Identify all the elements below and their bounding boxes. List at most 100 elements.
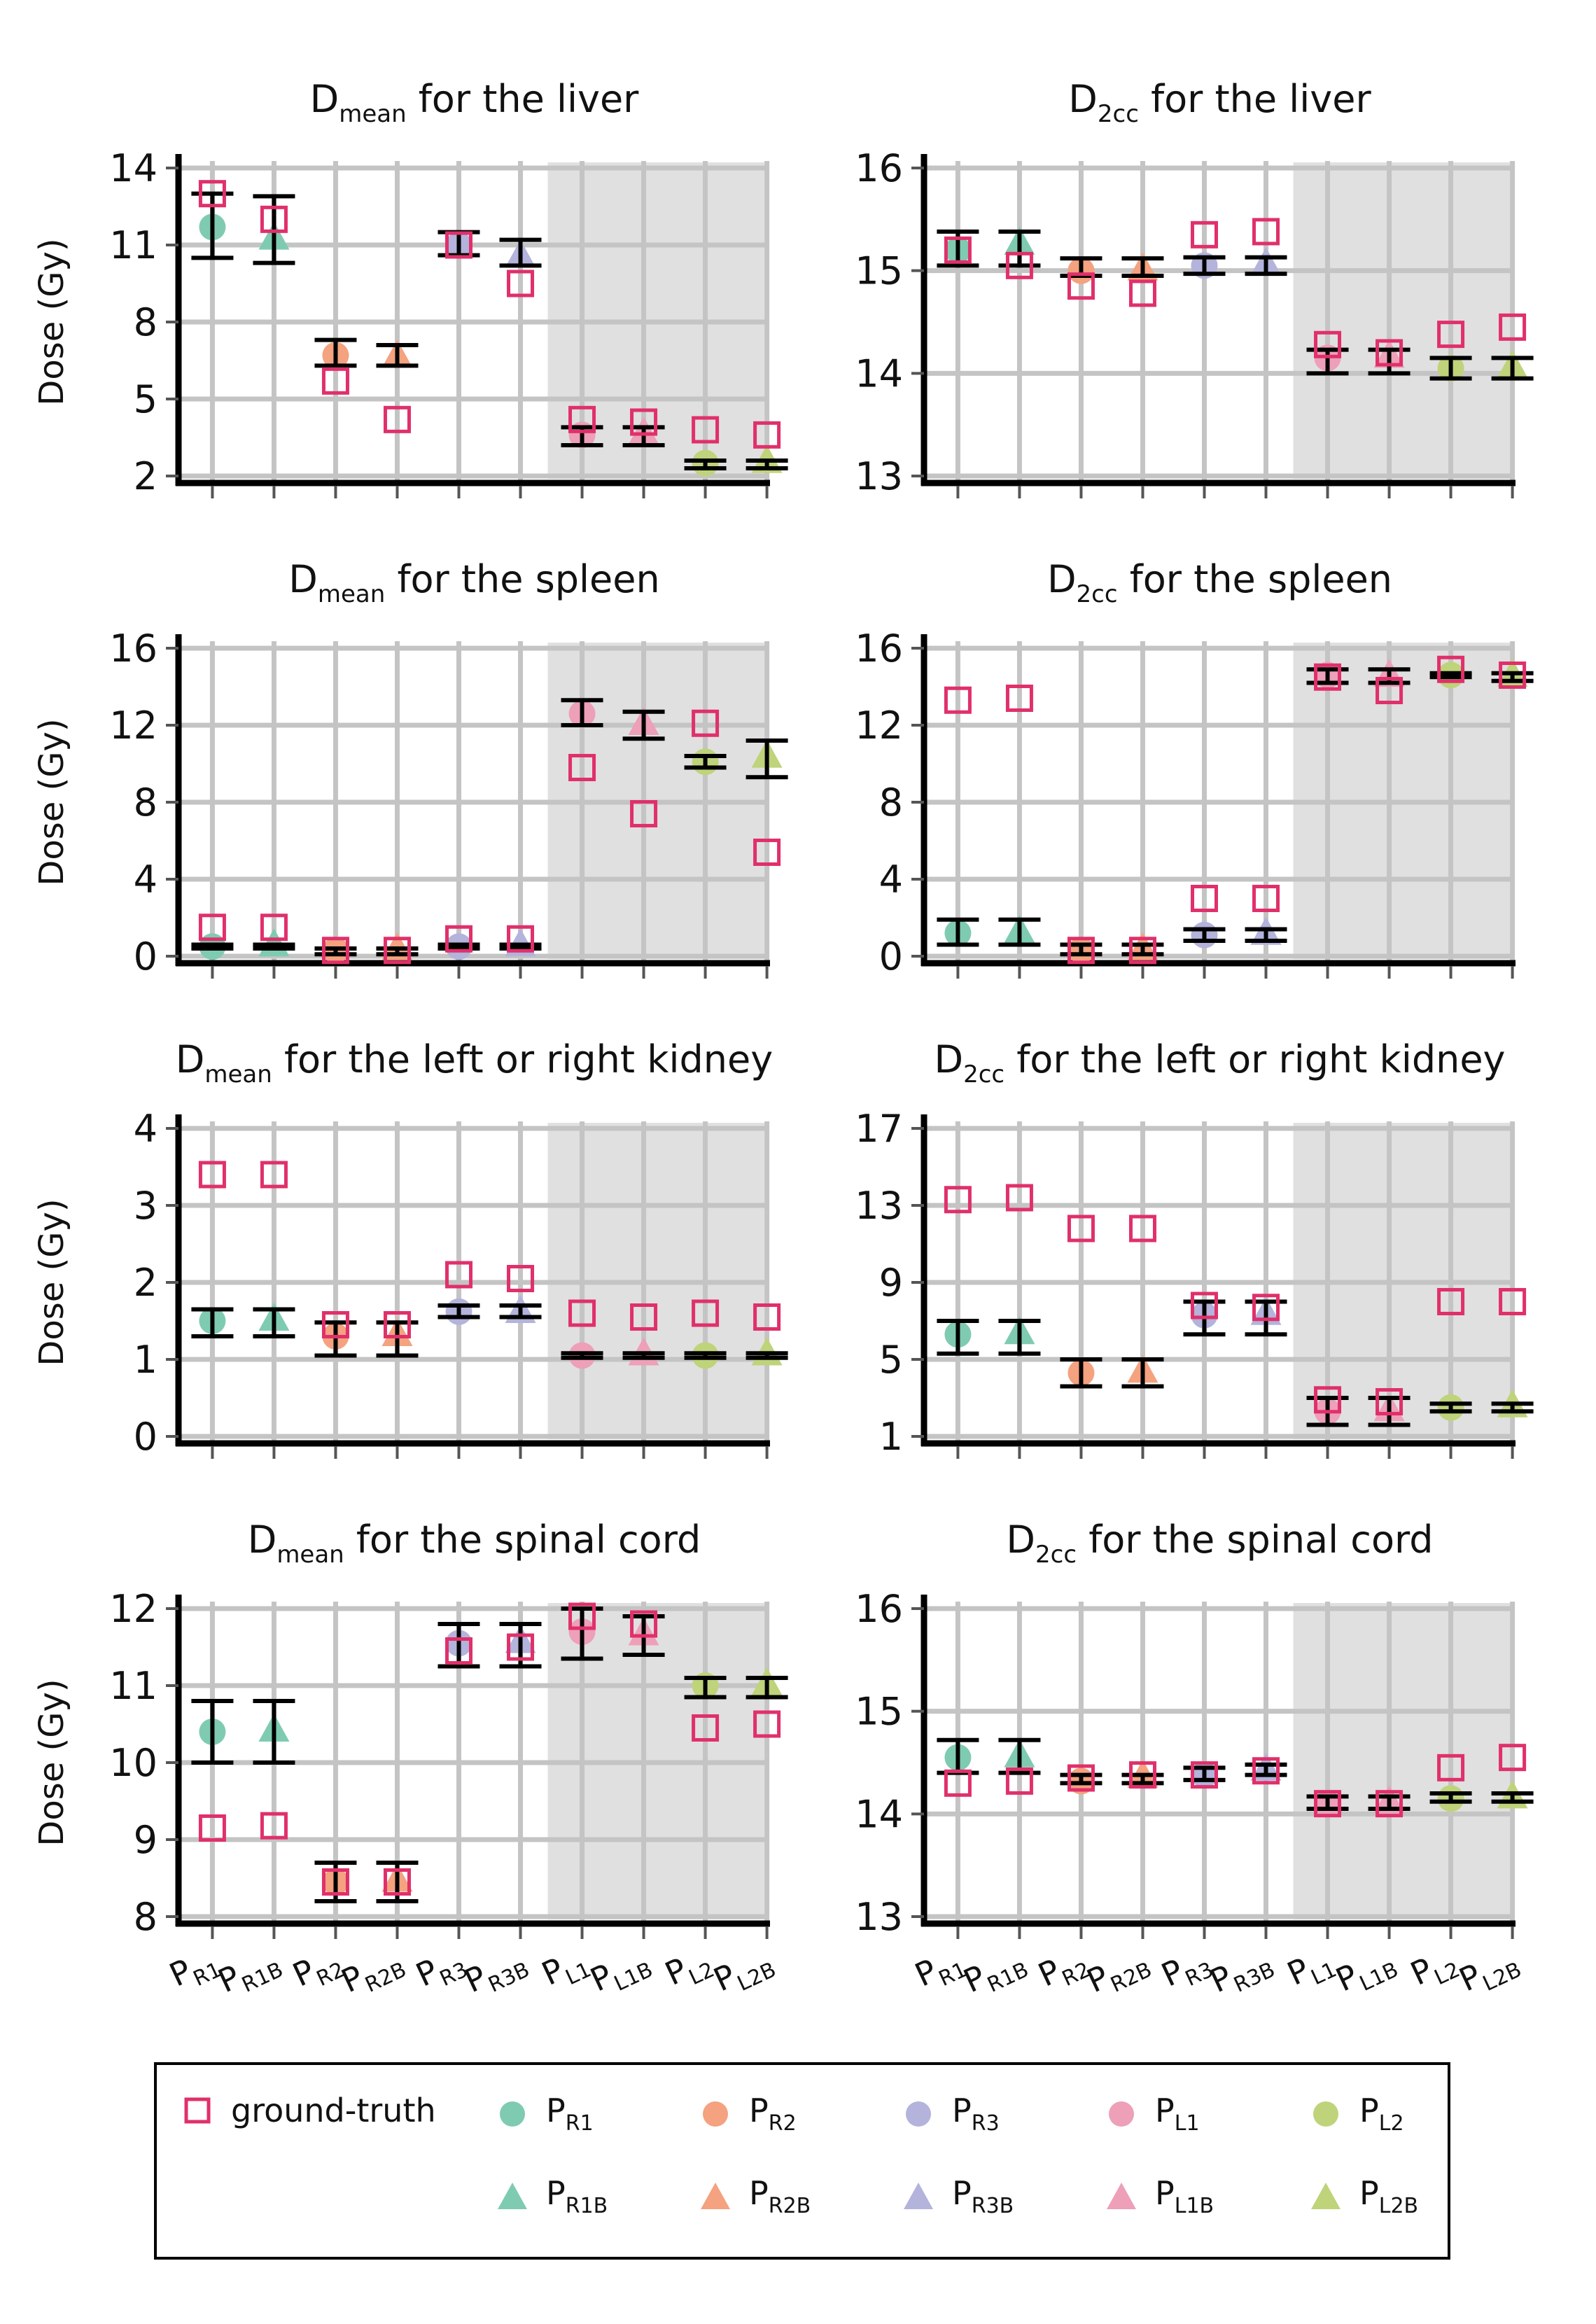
error-bar bbox=[376, 1320, 419, 1358]
y-tick-label: 2 bbox=[134, 454, 158, 498]
chart-title: Dmean for the liver bbox=[310, 77, 640, 128]
error-bar bbox=[438, 1303, 480, 1320]
panel-1: 2 5 8 11 14 Dose (Gy) Dmean for the liver bbox=[32, 77, 788, 498]
ground-truth-point bbox=[753, 1710, 781, 1738]
y-tick-label: 11 bbox=[109, 223, 158, 267]
ground-truth-point bbox=[383, 1868, 411, 1896]
legend-item-R2B: PR2B bbox=[700, 2174, 811, 2218]
y-tick-label: 0 bbox=[134, 934, 158, 979]
error-bar bbox=[191, 191, 234, 260]
chart-title: Dmean for the spinal cord bbox=[248, 1518, 701, 1569]
x-tick-label: PL1B bbox=[1330, 1940, 1402, 2005]
legend-label: PL2 bbox=[1359, 2092, 1404, 2136]
y-tick-label: 4 bbox=[134, 1107, 158, 1151]
ground-truth-point bbox=[944, 1769, 972, 1797]
ground-truth-point bbox=[1067, 272, 1095, 300]
error-bar bbox=[998, 917, 1041, 947]
legend-marker bbox=[701, 2182, 730, 2209]
error-bar bbox=[1245, 255, 1287, 276]
error-bar bbox=[1121, 256, 1164, 278]
ground-truth-point bbox=[321, 1311, 349, 1338]
error-bar bbox=[438, 1622, 480, 1669]
legend-label: PL1 bbox=[1155, 2092, 1200, 2136]
x-tick-label: PR3B bbox=[458, 1940, 533, 2005]
y-axis-label: Dose (Gy) bbox=[32, 718, 71, 886]
legend-marker bbox=[500, 2101, 525, 2127]
legend-marker bbox=[904, 2182, 933, 2209]
ground-truth-point bbox=[507, 1265, 535, 1292]
ground-truth-point bbox=[1376, 1790, 1404, 1818]
y-axis-label: Dose (Gy) bbox=[32, 238, 71, 405]
ground-truth-point bbox=[1005, 685, 1033, 712]
y-tick-label: 13 bbox=[855, 1184, 903, 1228]
ground-truth-point bbox=[630, 408, 658, 436]
ground-truth-point bbox=[1314, 1386, 1342, 1414]
error-bar bbox=[561, 698, 603, 727]
x-tick-label: PL2B bbox=[1453, 1940, 1525, 2005]
ground-truth-point bbox=[1252, 218, 1280, 246]
ground-truth-point bbox=[1128, 1214, 1156, 1242]
error-bar bbox=[191, 942, 234, 951]
ground-truth-point bbox=[1128, 279, 1156, 307]
panel-4: 0 4 8 12 16 D2cc for the spleen bbox=[855, 557, 1534, 979]
ground-truth-point bbox=[1005, 1184, 1033, 1212]
legend-item-R2: PR2 bbox=[700, 2092, 797, 2136]
y-tick-label: 15 bbox=[855, 1690, 903, 1734]
x-tick-label: PR3B bbox=[1204, 1940, 1279, 2005]
ground-truth-point bbox=[692, 416, 720, 444]
x-tick-label: PR1B bbox=[958, 1940, 1032, 2005]
y-tick-label: 13 bbox=[855, 1895, 903, 1939]
ground-truth-point bbox=[198, 1161, 226, 1189]
error-bar bbox=[499, 237, 542, 268]
chart-title: D2cc for the left or right kidney bbox=[934, 1037, 1505, 1088]
legend-marker bbox=[1107, 2182, 1136, 2209]
ground-truth-point bbox=[507, 925, 535, 953]
legend-label: PL2B bbox=[1359, 2174, 1419, 2218]
y-tick-label: 17 bbox=[855, 1107, 903, 1151]
error-bar bbox=[746, 458, 788, 470]
ground-truth-point bbox=[568, 754, 596, 781]
error-bar bbox=[1429, 1791, 1472, 1804]
y-tick-label: 4 bbox=[879, 858, 903, 902]
error-bar bbox=[191, 1307, 234, 1338]
error-bar bbox=[314, 337, 357, 368]
ground-truth-point bbox=[568, 1299, 596, 1327]
legend-item-L2B: PL2B bbox=[1310, 2174, 1418, 2218]
y-tick-label: 12 bbox=[109, 704, 158, 748]
ground-truth-point bbox=[1067, 1764, 1095, 1792]
error-bar bbox=[684, 1351, 727, 1360]
y-tick-label: 16 bbox=[109, 626, 158, 671]
ground-truth-point bbox=[692, 1714, 720, 1742]
error-bar bbox=[1429, 356, 1472, 381]
error-bar bbox=[1368, 667, 1410, 685]
ground-truth-point bbox=[383, 1311, 411, 1338]
legend-label: PR1B bbox=[546, 2174, 608, 2218]
y-tick-label: 9 bbox=[879, 1261, 903, 1305]
error-bar bbox=[1245, 927, 1287, 943]
error-bar bbox=[1491, 1791, 1534, 1804]
legend-item-L1: PL1 bbox=[1106, 2092, 1200, 2136]
legend-item-L2: PL2 bbox=[1310, 2092, 1404, 2136]
ground-truth-point bbox=[383, 405, 411, 433]
ground-truth-point bbox=[1437, 1288, 1465, 1315]
legend-label: PR2 bbox=[749, 2092, 797, 2136]
error-bar bbox=[253, 942, 295, 951]
error-bar bbox=[622, 1351, 665, 1360]
ground-truth-point bbox=[260, 1812, 288, 1840]
ground-truth-point bbox=[444, 1261, 472, 1289]
error-bar bbox=[1491, 671, 1534, 683]
y-tick-label: 14 bbox=[855, 1792, 903, 1836]
error-bar bbox=[1429, 1401, 1472, 1414]
ground-truth-point bbox=[198, 180, 226, 208]
ground-truth-point bbox=[1499, 313, 1527, 341]
ground-truth-point bbox=[444, 925, 472, 953]
legend-marker bbox=[1109, 2101, 1134, 2127]
error-bar bbox=[1429, 671, 1472, 680]
error-bar bbox=[998, 1737, 1041, 1775]
ground-truth-point bbox=[1190, 1761, 1218, 1789]
ground-truth-point bbox=[260, 205, 288, 233]
error-bar bbox=[1245, 1762, 1287, 1777]
y-tick-label: 0 bbox=[134, 1415, 158, 1459]
